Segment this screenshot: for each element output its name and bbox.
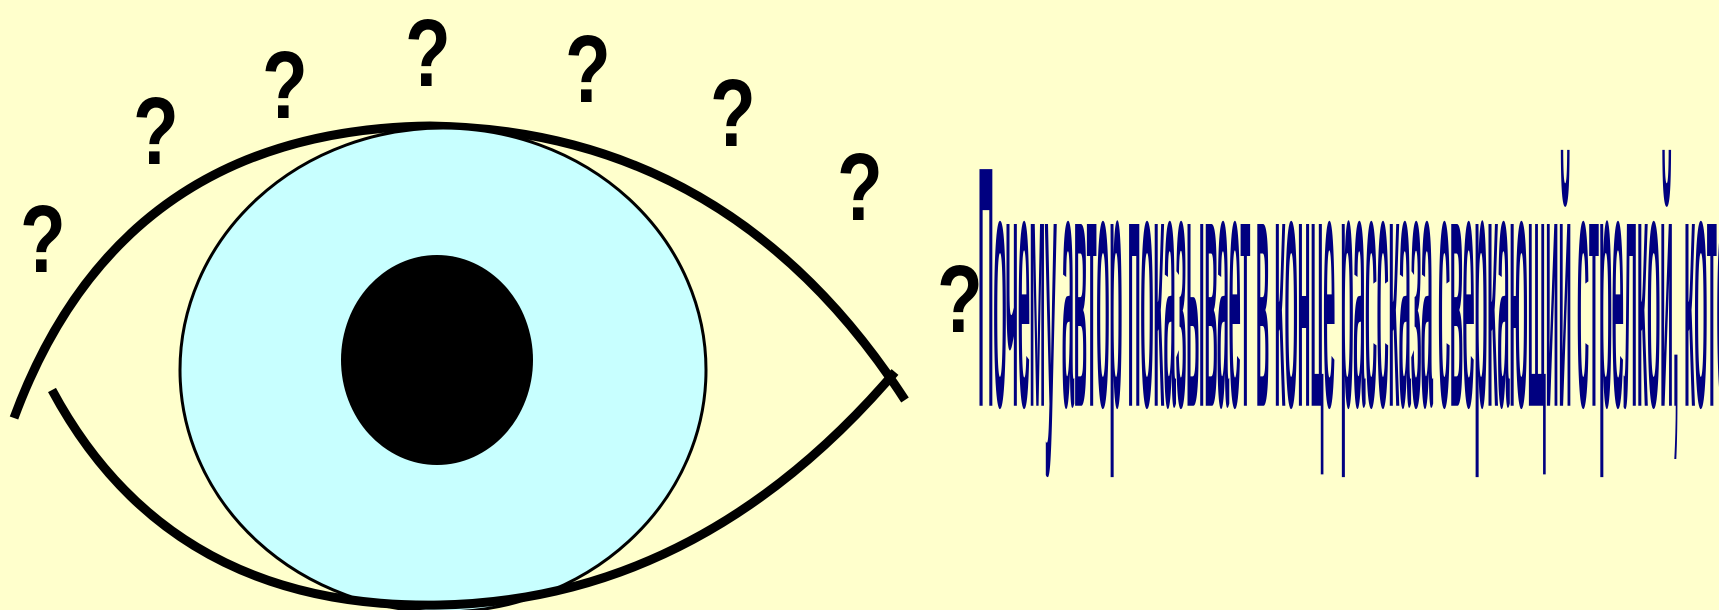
lower-eyelid (48, 369, 899, 610)
question-mark-1: ? (20, 186, 66, 293)
question-mark-6: ? (710, 60, 756, 167)
pupil (341, 255, 533, 465)
question-mark-8: ? (937, 246, 983, 353)
question-mark-5: ? (565, 16, 611, 123)
slide-caption: Почему автор показывает в конце рассказа… (978, 122, 1719, 484)
upper-eyelid (9, 121, 909, 420)
question-mark-7: ? (837, 134, 883, 241)
question-mark-2: ? (133, 78, 179, 185)
question-mark-4: ? (405, 0, 451, 107)
caption-container: Почему автор показывает в конце рассказа… (978, 122, 1719, 542)
question-mark-3: ? (262, 32, 308, 139)
